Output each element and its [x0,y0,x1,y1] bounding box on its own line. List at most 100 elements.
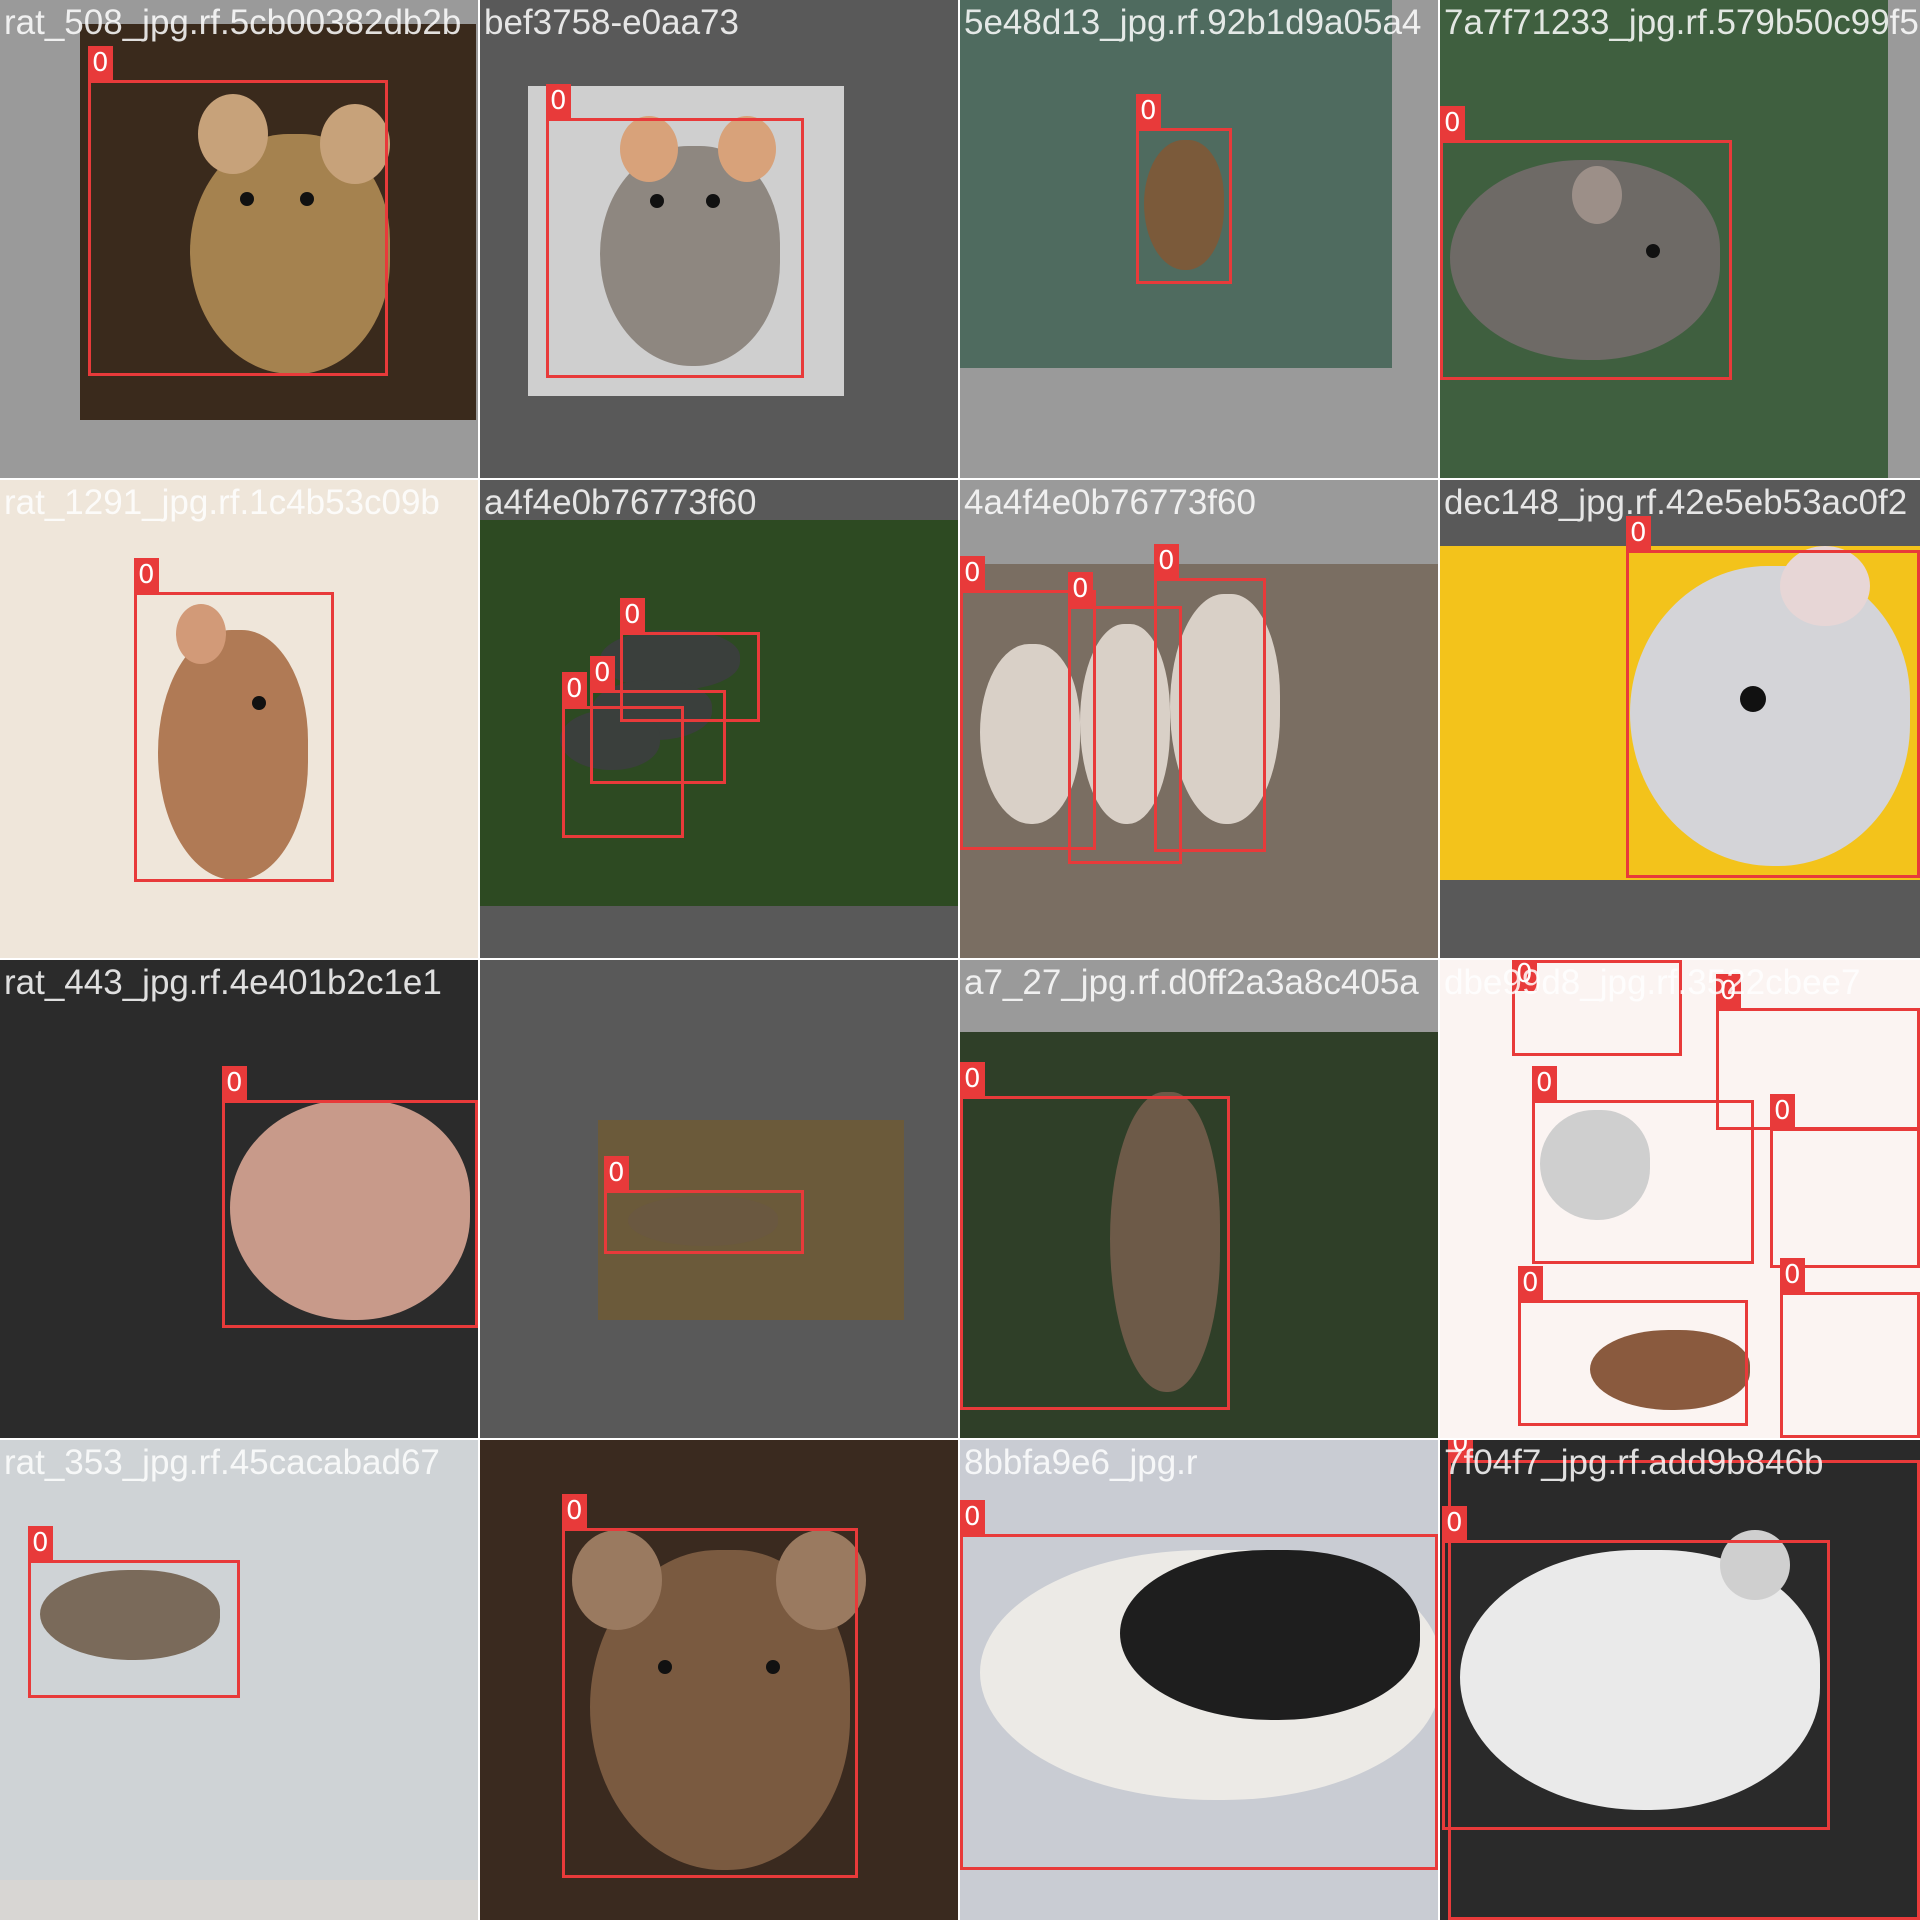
mosaic-tile: 0 [480,960,958,1438]
rat-eye [252,696,266,710]
rat-ear [776,1530,866,1630]
class-label: 0 [1518,1266,1543,1300]
photo-rat-carved [480,1440,958,1920]
class-label: 0 [1512,960,1537,991]
bounding-box: 0 [562,1494,858,1878]
rat-eye [300,192,314,206]
mosaic-tile: 0 8bbfa9e6_jpg.rdbae07599 [960,1440,1438,1920]
photo-rat-508 [80,24,476,420]
class-label: 0 [1442,1506,1467,1540]
photo-rat-standing [960,1032,1438,1438]
filename-label: 4a4f4e0b76773f604df1547d75 [964,483,1256,522]
filename-label: 7a7f71233_jpg.rf.579b50c99f58 [1444,3,1920,42]
photo-rat-leaves [598,1120,904,1320]
rat-eye [1740,686,1766,712]
rat-eye [766,1660,780,1674]
bounding-box: 0 [1518,1266,1748,1426]
bounding-box: 0 [1626,516,1920,878]
rat-body [1144,140,1224,270]
photo-rat-cage [960,0,1392,368]
rat-ear [320,104,390,184]
photo-rats-town [960,564,1438,958]
class-label: 0 [1154,544,1179,578]
mosaic-tile: 0 dec148_jpg.rf.42e5eb53ac0f2 [1440,480,1920,958]
mosaic-tile: 0 [480,1440,958,1920]
filename-label: dec148_jpg.rf.42e5eb53ac0f2 [1444,483,1908,522]
class-label: 0 [1532,1066,1557,1100]
filename-label: 7f04f7_jpg.rf.add9b846b [1444,1443,1824,1482]
rat-ear [198,94,268,174]
rat-eye [658,1660,672,1674]
rat-ear [1780,546,1870,626]
bounding-box: 0 [1440,106,1732,380]
mosaic-tile: 0 rat_353_jpg.rf.45cacabad677a75388_jpg.… [0,1440,478,1920]
bounding-box: 0 [960,1500,1438,1870]
bounding-box: 0 [1512,960,1682,1056]
mosaic-tile: 0 5e48d13_jpg.rf.92b1d9a05a4 [960,0,1438,478]
rat-ear [718,116,776,182]
class-label: 0 [1716,974,1741,1008]
class-label: 0 [1448,1440,1473,1460]
bounding-box: 0 [562,672,684,838]
class-label: 0 [1136,94,1161,128]
class-label: 0 [546,84,571,118]
class-label: 0 [604,1156,629,1190]
bounding-box: 0 [1136,94,1232,284]
bounding-box: 0 [960,1062,1230,1410]
filename-label: rat_443_jpg.rf.4e401b2c1e1a0e549_jpg.rf.… [4,963,442,1002]
filename-label: 8bbfa9e6_jpg.rdbae07599 [964,1443,1198,1482]
bounding-box: 0 [222,1066,478,1328]
rat-eye [1646,244,1660,258]
rat-body [1630,566,1910,866]
rat-body [158,630,308,880]
photo-rat-pastel [528,86,844,396]
class-label: 0 [562,672,587,706]
mosaic-tile: 0 bef3758-e0aa73d551920aad [480,0,958,478]
rat-body [1120,1550,1420,1720]
rat-body [1540,1110,1650,1220]
rat-body [1170,594,1280,824]
class-label: 0 [88,46,113,80]
rat-body [600,146,780,366]
mosaic-tile: 0 rat_443_jpg.rf.4e401b2c1e1a0e549_jpg.r… [0,960,478,1438]
bounding-box: 0 [620,598,760,722]
bounding-box: 0 [604,1156,804,1254]
bounding-box: 0 [1532,1066,1754,1264]
filename-label: a4f4e0b76773f604df1547d75 [484,483,757,522]
class-label: 0 [222,1066,247,1100]
filename-label: a7_27_jpg.rf.d0ff2a3a8c405a [964,963,1419,1002]
bounding-box: 0 [1442,1506,1830,1830]
class-label: 0 [960,556,985,590]
rat-body [40,1570,220,1660]
bounding-box: 0 [1154,544,1266,852]
filename-label: rat_353_jpg.rf.45cacabad677a75388_jpg.rf… [4,1443,440,1482]
class-label: 0 [562,1494,587,1528]
class-label: 0 [1780,1258,1805,1292]
rat-body [1110,1092,1220,1392]
bounding-box: 0 [134,558,334,882]
mosaic-tile: 0 rat_508_jpg.rf.5cb00382db2b6f3794_jpg.… [0,0,478,478]
photo-rat-1291 [0,480,478,958]
rat-body [980,644,1080,824]
rat-ear [572,1530,662,1630]
rat-body [1590,1330,1750,1410]
bounding-box: 0 [28,1526,240,1698]
class-label: 0 [960,1500,985,1534]
rat-ear [1572,166,1622,224]
bounding-box: 0 [1448,1440,1920,1920]
class-label: 0 [960,1062,985,1096]
mosaic-tile: 0 a7_27_jpg.rf.d0ff2a3a8c405a [960,960,1438,1438]
bounding-box: 0 [1780,1258,1920,1438]
photo-rat-hooded [960,1440,1438,1920]
rat-body [628,1196,778,1246]
class-label: 0 [134,558,159,592]
filename-label: rat_1291_jpg.rf.1c4b53c09bba5d9b_jpg.rf.… [4,483,440,522]
class-label: 0 [1440,106,1465,140]
bounding-box: 0 [960,556,1096,850]
filename-label: 5e48d13_jpg.rf.92b1d9a05a4 [964,3,1422,42]
class-label: 0 [1770,1094,1795,1128]
mosaic-tile: 0 0 7f04f7_jpg.rf.add9b846b [1440,1440,1920,1920]
filename-label: bef3758-e0aa73d551920aad [484,3,739,42]
photo-rat-443 [0,960,478,1438]
